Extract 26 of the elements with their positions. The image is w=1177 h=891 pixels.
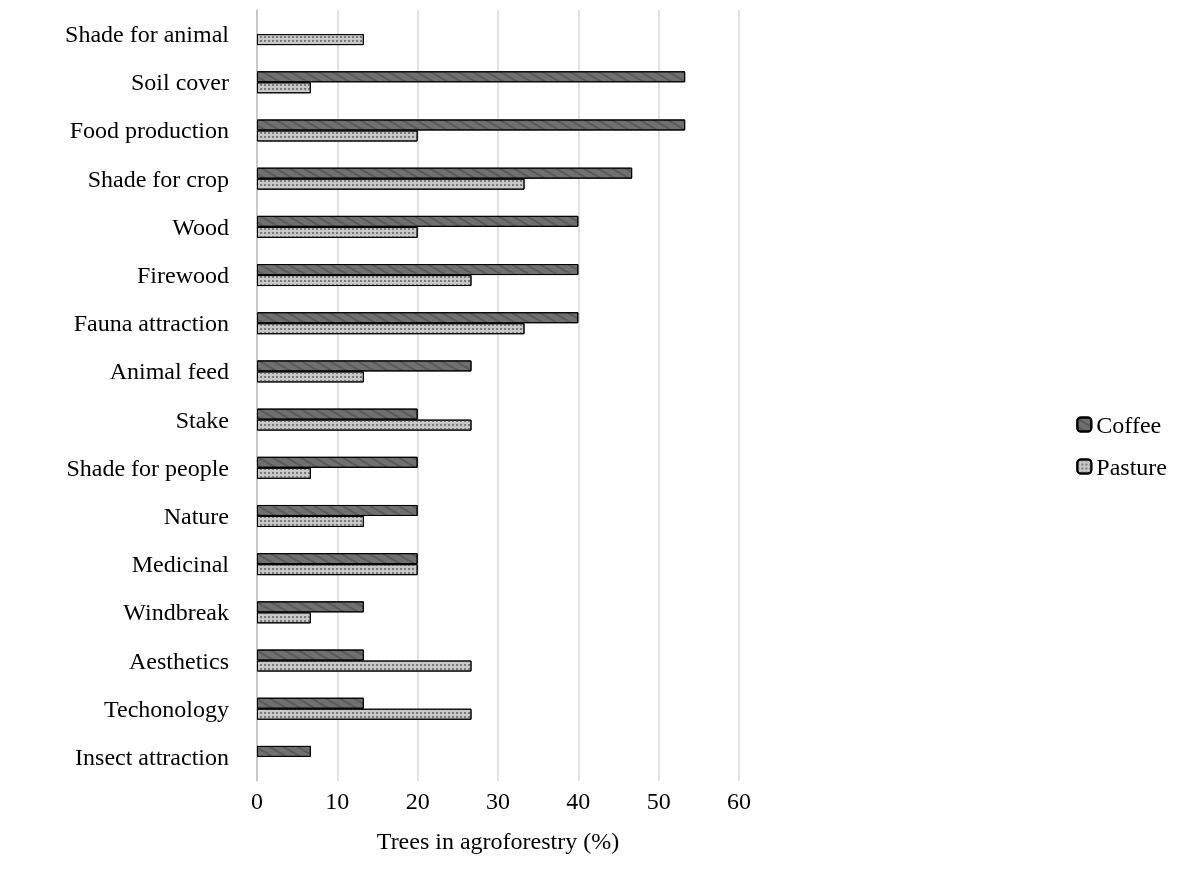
y-tick-label: Windbreak bbox=[123, 599, 229, 626]
x-tick-label: 60 bbox=[727, 788, 751, 814]
y-tick-label: Firewood bbox=[137, 262, 229, 289]
x-tick-label: 50 bbox=[646, 788, 671, 814]
y-tick-label: Animal feed bbox=[109, 358, 229, 385]
x-tick-label: 0 bbox=[251, 788, 263, 814]
y-tick-label: Shade for people bbox=[66, 454, 229, 481]
y-tick-label: Techonology bbox=[104, 695, 229, 722]
x-tick-label: 30 bbox=[486, 788, 510, 814]
x-axis-title: Trees in agroforestry (%) bbox=[376, 828, 620, 854]
y-tick-label: Wood bbox=[172, 213, 229, 240]
x-tick-label: 10 bbox=[325, 788, 350, 814]
y-tick-label: Insect attraction bbox=[75, 743, 229, 770]
y-tick-label: Fauna attraction bbox=[73, 310, 229, 337]
y-tick-label: Medicinal bbox=[131, 551, 230, 578]
x-tick-label: 40 bbox=[566, 788, 591, 814]
y-tick-label: Stake bbox=[175, 406, 229, 433]
y-tick-label: Shade for animal bbox=[65, 21, 230, 48]
y-tick-label: Soil cover bbox=[131, 69, 229, 96]
y-tick-label: Food production bbox=[69, 117, 229, 144]
legend-label: Pasture bbox=[1096, 453, 1167, 480]
y-tick-label: Shade for crop bbox=[87, 165, 229, 192]
x-tick-label: 20 bbox=[405, 788, 430, 814]
y-tick-label: Nature bbox=[163, 502, 229, 529]
legend-label: Coffee bbox=[1096, 411, 1162, 438]
y-tick-label: Aesthetics bbox=[129, 647, 229, 674]
